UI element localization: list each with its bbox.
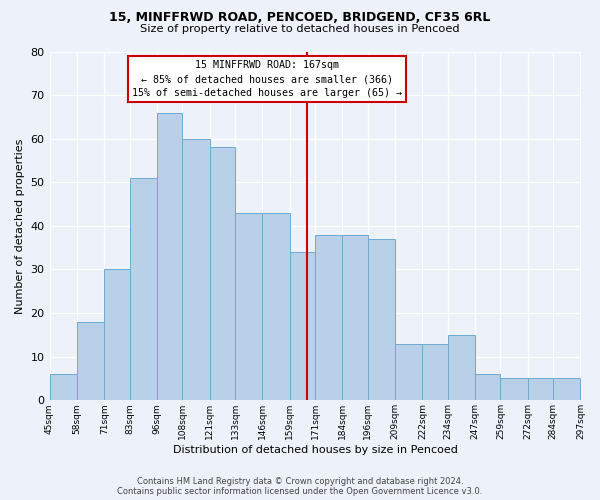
Text: Size of property relative to detached houses in Pencoed: Size of property relative to detached ho… xyxy=(140,24,460,34)
Bar xyxy=(395,344,422,400)
Bar xyxy=(262,213,290,400)
Bar xyxy=(422,344,448,400)
Bar xyxy=(500,378,528,400)
Text: Contains HM Land Registry data © Crown copyright and database right 2024.
Contai: Contains HM Land Registry data © Crown c… xyxy=(118,476,482,496)
Bar xyxy=(50,374,77,400)
Bar xyxy=(157,112,182,401)
Bar xyxy=(448,335,475,400)
Bar xyxy=(182,138,209,400)
Bar xyxy=(104,270,130,400)
Bar xyxy=(528,378,553,400)
Bar xyxy=(130,178,157,400)
Bar xyxy=(343,234,368,400)
Bar xyxy=(368,239,395,400)
Bar xyxy=(77,322,104,400)
Bar xyxy=(580,396,600,400)
Bar xyxy=(553,378,580,400)
Bar xyxy=(475,374,500,400)
Bar xyxy=(315,234,343,400)
Bar xyxy=(209,148,235,400)
X-axis label: Distribution of detached houses by size in Pencoed: Distribution of detached houses by size … xyxy=(173,445,457,455)
Bar xyxy=(290,252,315,400)
Bar xyxy=(235,213,262,400)
Text: 15, MINFFRWD ROAD, PENCOED, BRIDGEND, CF35 6RL: 15, MINFFRWD ROAD, PENCOED, BRIDGEND, CF… xyxy=(109,11,491,24)
Text: 15 MINFFRWD ROAD: 167sqm
← 85% of detached houses are smaller (366)
15% of semi-: 15 MINFFRWD ROAD: 167sqm ← 85% of detach… xyxy=(131,60,401,98)
Y-axis label: Number of detached properties: Number of detached properties xyxy=(15,138,25,314)
